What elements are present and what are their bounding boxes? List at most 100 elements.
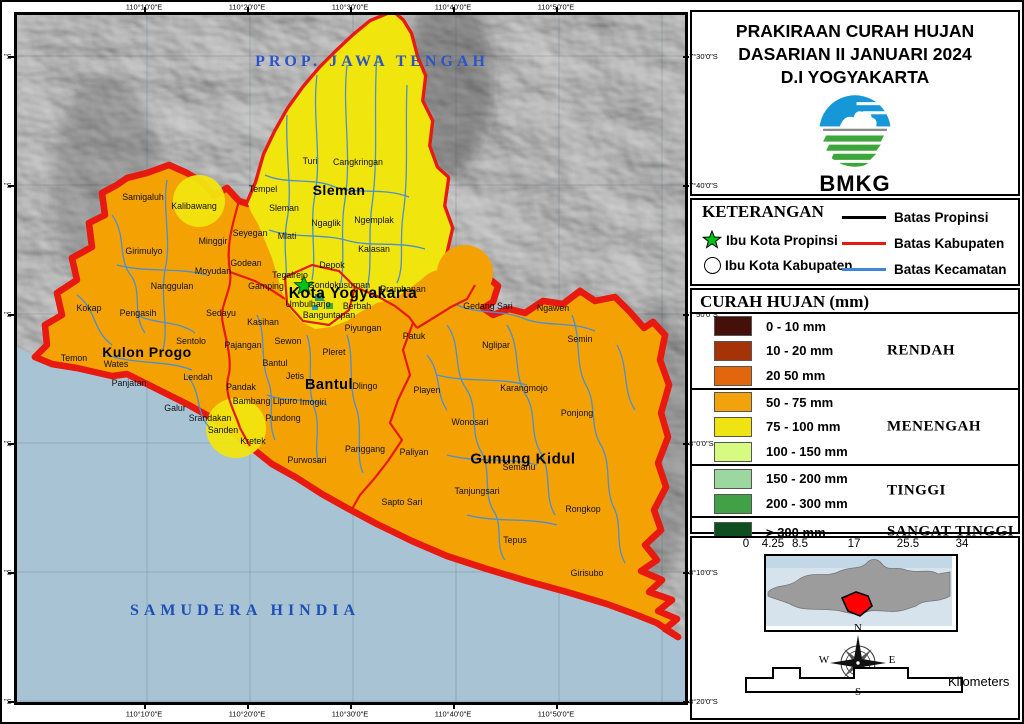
rainfall-group: 0 - 10 mm 10 - 20 mm 20 50 mm RENDAH <box>692 314 1018 390</box>
lon-tick-mark <box>556 7 558 13</box>
lat-tick-mark <box>683 572 689 574</box>
district-label: Umbulharjo <box>285 299 331 309</box>
city-patch <box>315 294 324 301</box>
district-label: Ngawen <box>536 303 570 313</box>
lat-tick-label: 7°40'0"S <box>689 181 718 190</box>
lat-tick-mark <box>683 56 689 58</box>
lat-tick-label-clipped: "S <box>4 439 12 448</box>
lat-tick-label-clipped: "S <box>4 181 12 190</box>
star-icon <box>702 230 722 249</box>
rainfall-row: 75 - 100 mm <box>692 416 1018 437</box>
rainfall-range-label: 75 - 100 mm <box>766 419 841 435</box>
compass-letter: E <box>888 654 896 666</box>
district-label: Pundong <box>265 413 301 423</box>
district-label: Tegalrejo <box>272 270 308 280</box>
lat-tick-mark <box>8 185 14 187</box>
lon-tick-label: 110°30'0"E <box>331 709 369 719</box>
compass-letter: S <box>854 686 862 698</box>
sanden-yellow-patch <box>206 398 266 458</box>
district-label: Pajangan <box>224 340 262 350</box>
rainfall-row: 0 - 10 mm <box>692 316 1018 337</box>
district-label: Karangmojo <box>500 383 548 393</box>
district-label: Kalibawang <box>171 201 217 211</box>
rainfall-legend-heading: CURAH HUJAN (mm) <box>692 290 1018 314</box>
district-label: Mlati <box>277 231 297 241</box>
rainfall-category-label: RENDAH <box>887 342 956 359</box>
district-label: Berbah <box>342 301 372 311</box>
boundary-legend-row: Batas Kabupaten <box>842 236 1004 251</box>
rainfall-row: 20 50 mm <box>692 365 1018 386</box>
java-island <box>767 559 951 615</box>
district-label: Sedayu <box>206 308 236 318</box>
rainfall-swatch <box>714 392 752 413</box>
rainfall-swatch <box>714 340 752 361</box>
rainfall-group: 150 - 200 mm 200 - 300 mm TINGGI <box>692 466 1018 518</box>
lat-tick-label-clipped: "S <box>4 52 12 61</box>
region-label: Kota Yogyakarta <box>288 285 418 302</box>
rainfall-swatch <box>714 493 752 514</box>
scale-number: 0 <box>742 538 750 550</box>
district-label: Kasihan <box>247 317 279 327</box>
region-label: Gunung Kidul <box>470 450 576 468</box>
district-label: Seyegan <box>232 228 268 238</box>
boundary-line-swatch <box>842 215 886 220</box>
bmkg-logo-icon <box>819 95 891 167</box>
district-label: Rongkop <box>565 504 601 514</box>
district-label: Lendah <box>183 372 213 382</box>
kalasan-orange-patch <box>437 245 493 301</box>
rainfall-row: 150 - 200 mm <box>692 468 1018 489</box>
inset-box: Kilometers N W E S 0 4.25 8.5 17 25.5 34 <box>690 536 1020 720</box>
lat-tick-mark <box>8 56 14 58</box>
keterangan-heading: KETERANGAN <box>702 202 824 221</box>
district-label: Prambanan <box>380 284 426 294</box>
rainfall-swatch <box>714 316 752 337</box>
district-label: Kokap <box>76 303 102 313</box>
district-label: Galur <box>164 403 186 413</box>
lat-tick-label: 8°20'0"S <box>689 697 718 706</box>
district-label: Nanggulan <box>150 281 194 291</box>
rainfall-range-label: 20 50 mm <box>766 368 826 384</box>
rainfall-range-label: 10 - 20 mm <box>766 343 834 359</box>
district-label: Wates <box>103 359 129 369</box>
district-label: Patuk <box>402 331 426 341</box>
lon-tick-mark <box>453 7 455 13</box>
inset-java-map <box>766 556 952 626</box>
lon-tick-label: 110°40'0"E <box>434 709 472 719</box>
lat-tick-mark <box>683 314 689 316</box>
title-line3: D.I YOGYAKARTA <box>780 67 930 87</box>
compass-letter: W <box>818 654 830 666</box>
district-label: Srandakan <box>188 413 232 423</box>
lat-tick-label: 8°10'0"S <box>689 568 718 577</box>
region-label: Sleman <box>312 182 366 198</box>
title-line1: PRAKIRAAN CURAH HUJAN <box>735 21 975 41</box>
map-panel: PROP. JAWA TENGAH SAMUDERA HINDIA Samiga… <box>14 12 688 705</box>
district-label: Banguntapan <box>302 310 356 320</box>
boundary-legend-row: Batas Propinsi <box>842 210 989 225</box>
district-label: Semanu <box>502 462 536 472</box>
legend-capital-regency: Ibu Kota Kabupaten <box>704 257 853 274</box>
kecamatan-boundaries <box>76 54 636 564</box>
rainfall-range-label: 0 - 10 mm <box>766 318 826 334</box>
rainfall-range-label: 50 - 75 mm <box>766 394 834 410</box>
scale-number: 4.25 <box>761 538 785 550</box>
lon-tick-mark <box>144 703 146 709</box>
district-label: Girimulyo <box>125 246 163 256</box>
rainfall-legend-groups: 0 - 10 mm 10 - 20 mm 20 50 mm RENDAH 50 - 75… <box>692 314 1018 546</box>
diy-highlight <box>840 591 873 617</box>
lat-tick-label: 7°50'0"S <box>689 310 718 319</box>
lon-tick-mark <box>453 703 455 709</box>
neighbor-province-label: PROP. JAWA TENGAH <box>255 53 489 70</box>
district-label: Samigaluh <box>122 192 164 202</box>
city-patch <box>326 303 333 309</box>
lat-tick-mark <box>8 572 14 574</box>
lon-tick-mark <box>247 7 249 13</box>
capital-star-icon <box>293 274 315 296</box>
scale-number: 34 <box>955 538 969 550</box>
rainfall-legend-box: CURAH HUJAN (mm) 0 - 10 mm 10 - 20 mm 20 5… <box>690 288 1020 542</box>
rainfall-row: 100 - 150 mm <box>692 441 1018 462</box>
boundary-legend-row: Batas Kecamatan <box>842 262 1007 277</box>
scale-number: 25.5 <box>896 538 920 550</box>
district-label: Imogiri <box>299 397 327 407</box>
compass-letter: N <box>854 622 862 634</box>
